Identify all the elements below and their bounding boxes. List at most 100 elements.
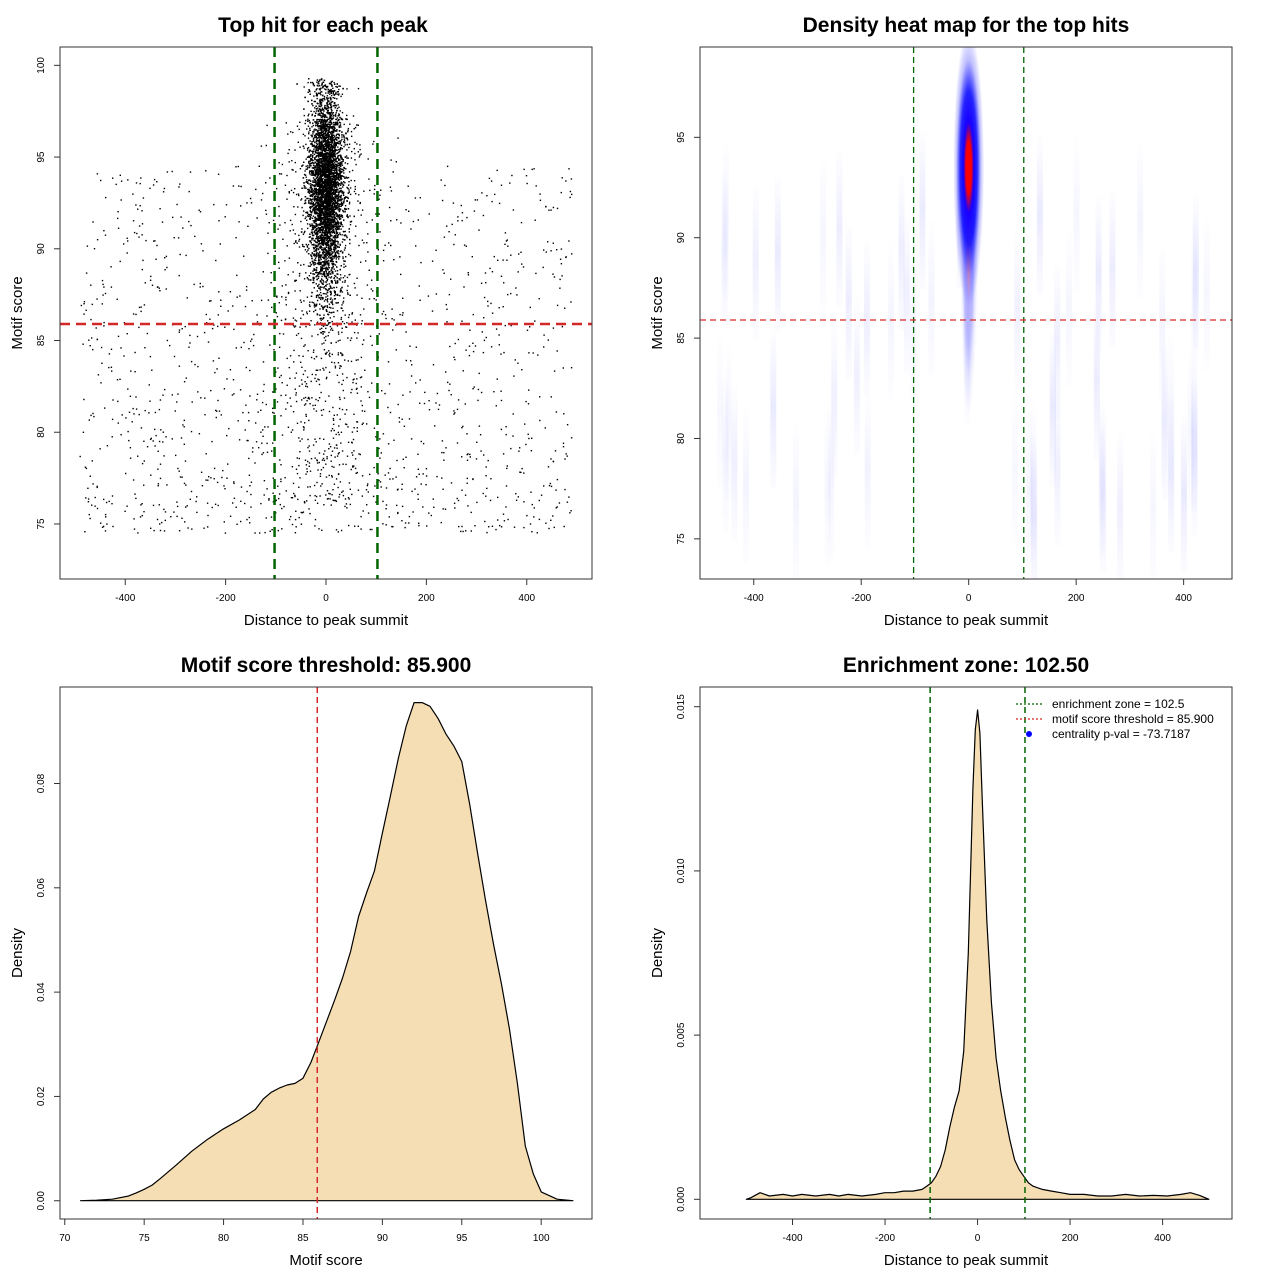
scatter-point xyxy=(311,229,313,231)
scatter-point xyxy=(332,117,335,119)
scatter-point xyxy=(309,163,311,165)
scatter-point xyxy=(307,149,309,151)
scatter-point xyxy=(339,143,341,145)
scatter-point xyxy=(325,142,327,144)
scatter-point xyxy=(315,139,318,141)
scatter-point xyxy=(330,175,332,177)
scatter-point xyxy=(332,175,334,177)
scatter-point xyxy=(340,197,342,199)
scatter-point xyxy=(326,207,329,209)
scatter-point xyxy=(336,149,338,151)
scatter-point xyxy=(325,136,327,139)
scatter-point xyxy=(343,260,345,262)
scatter-point xyxy=(338,163,341,165)
scatter-point xyxy=(317,205,319,207)
scatter-point xyxy=(322,249,324,251)
scatter-point xyxy=(307,155,310,158)
scatter-point xyxy=(315,142,318,144)
scatter-point xyxy=(319,177,321,180)
scatter-point xyxy=(306,219,308,221)
scatter-point xyxy=(309,90,311,93)
scatter-point xyxy=(320,192,322,194)
scatter-point xyxy=(325,206,328,208)
scatter-point xyxy=(318,135,320,137)
scatter-point xyxy=(313,173,316,176)
scatter-point xyxy=(318,182,320,185)
scatter-point xyxy=(319,197,321,200)
scatter-point xyxy=(309,236,311,238)
scatter-point xyxy=(328,191,330,193)
scatter-point xyxy=(312,162,314,164)
scatter-point xyxy=(321,243,323,245)
scatter-point xyxy=(315,206,317,208)
scatter-point xyxy=(333,144,336,146)
scatter-point xyxy=(320,119,323,122)
scatter-point xyxy=(335,118,337,121)
scatter-point xyxy=(325,127,327,129)
scatter-point xyxy=(320,177,322,179)
scatter-point xyxy=(312,194,315,196)
scatter-point xyxy=(311,239,313,241)
scatter-point xyxy=(312,172,315,174)
scatter-point xyxy=(336,270,339,272)
scatter-point xyxy=(310,162,313,164)
scatter-point xyxy=(339,291,342,293)
scatter-point xyxy=(333,200,336,202)
scatter-point xyxy=(337,223,340,225)
scatter-point xyxy=(330,117,332,120)
scatter-point xyxy=(334,243,336,246)
scatter-point xyxy=(312,144,315,147)
scatter-point xyxy=(322,236,324,238)
scatter-point xyxy=(319,99,322,101)
scatter-point xyxy=(334,178,336,181)
scatter-point xyxy=(308,279,310,281)
scatter-point xyxy=(338,167,340,169)
scatter-point xyxy=(312,167,314,169)
scatter-point xyxy=(331,162,333,164)
scatter-point xyxy=(306,147,309,150)
scatter-point xyxy=(318,127,320,130)
scatter-point xyxy=(325,162,327,164)
scatter-point xyxy=(313,181,315,183)
scatter-point xyxy=(334,205,337,207)
scatter-point xyxy=(334,143,336,145)
scatter-point xyxy=(324,255,326,257)
scatter-point xyxy=(328,231,331,233)
scatter-point xyxy=(329,124,331,126)
scatter-point xyxy=(332,202,334,204)
scatter-point xyxy=(327,269,329,271)
scatter-point xyxy=(318,141,320,143)
scatter-point xyxy=(328,210,330,213)
scatter-point xyxy=(312,174,314,176)
scatter-point xyxy=(320,223,322,225)
scatter-point xyxy=(326,123,328,126)
scatter-point xyxy=(305,181,308,183)
scatter-point xyxy=(314,191,316,193)
scatter-point xyxy=(329,148,331,150)
scatter-point xyxy=(330,91,332,93)
scatter-point xyxy=(337,155,339,157)
scatter-point xyxy=(330,170,333,172)
scatter-point xyxy=(320,205,322,208)
scatter-point xyxy=(319,214,321,216)
scatter-point xyxy=(327,107,329,109)
scatter-point xyxy=(315,177,318,179)
scatter-point xyxy=(330,226,332,228)
scatter-point xyxy=(333,169,335,172)
scatter-point xyxy=(323,257,325,259)
scatter-point xyxy=(317,263,320,265)
scatter-point xyxy=(325,259,327,261)
scatter-point xyxy=(332,137,334,139)
scatter-point xyxy=(328,180,330,182)
scatter-point xyxy=(319,89,321,91)
scatter-point xyxy=(315,110,318,112)
scatter-point xyxy=(350,220,353,223)
scatter-point xyxy=(315,105,317,107)
scatter-point xyxy=(313,222,315,224)
scatter-point xyxy=(341,138,343,141)
scatter-point xyxy=(326,135,328,137)
scatter-point xyxy=(342,87,344,90)
scatter-point xyxy=(314,180,316,182)
scatter-point xyxy=(326,203,328,205)
scatter-point xyxy=(320,305,323,307)
